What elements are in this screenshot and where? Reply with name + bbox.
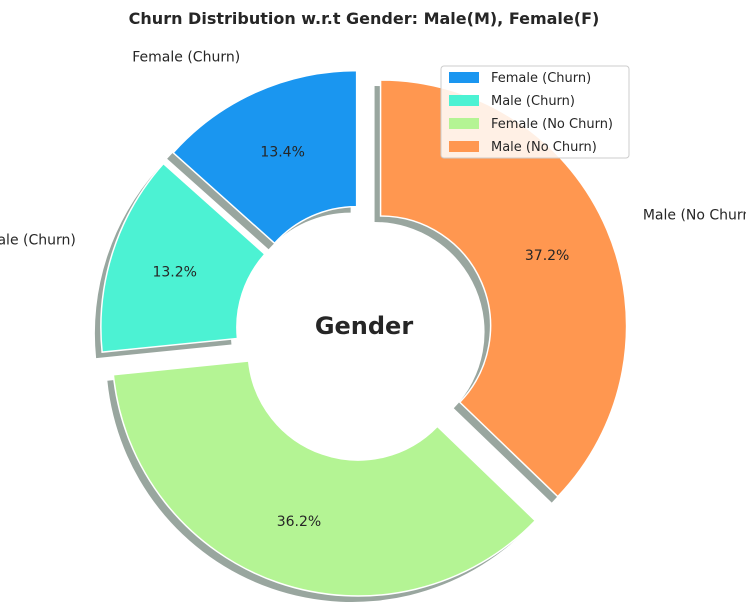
pct-label-female-no-churn: 36.2% <box>277 514 321 530</box>
slice-label-male-no-churn: Male (No Churn) <box>643 207 746 223</box>
slice-label-female-churn: Female (Churn) <box>132 49 240 65</box>
percent-labels: 13.4% 13.2% 36.2% 37.2% <box>152 144 569 530</box>
slice-female-churn <box>172 69 358 245</box>
legend-label-female-no-churn: Female (No Churn) <box>491 117 613 132</box>
legend-swatch-male-no-churn <box>449 141 479 152</box>
legend-label-male-no-churn: Male (No Churn) <box>491 140 597 155</box>
legend-label-female-churn: Female (Churn) <box>491 71 591 86</box>
slice-labels: Female (Churn) Male (Churn) Female (No Chu… <box>0 49 746 248</box>
legend-frame <box>440 65 630 159</box>
legend-swatch-female-no-churn <box>449 118 479 129</box>
legend-label-male-churn: Male (Churn) <box>491 94 575 109</box>
legend-swatch-male-churn <box>449 95 479 106</box>
pct-label-female-churn: 13.4% <box>260 144 304 160</box>
pct-label-male-churn: 13.2% <box>152 265 196 281</box>
chart-title: Churn Distribution w.r.t Gender: Male(M)… <box>129 9 600 28</box>
pie-slices <box>100 69 628 597</box>
center-label: Gender <box>315 312 414 340</box>
pct-label-male-no-churn: 37.2% <box>525 248 569 264</box>
slice-label-male-churn: Male (Churn) <box>0 232 76 248</box>
slice-male-churn <box>100 162 266 353</box>
slice-female-no-churn <box>112 360 537 597</box>
legend: Female (Churn) Male (Churn) Female (No Chu… <box>440 65 630 159</box>
legend-swatch-female-churn <box>449 72 479 83</box>
